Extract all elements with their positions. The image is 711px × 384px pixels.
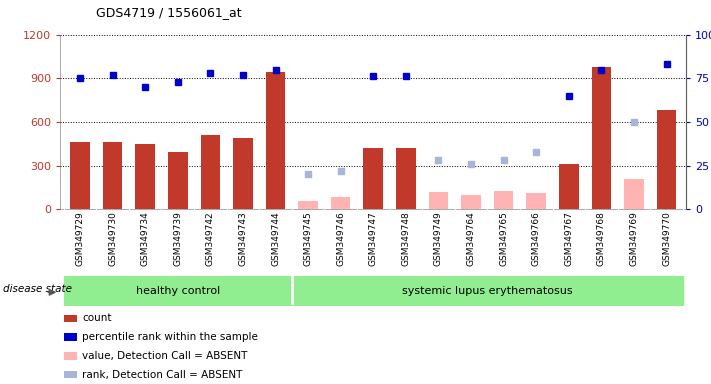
Bar xyxy=(103,142,122,209)
Text: GSM349764: GSM349764 xyxy=(466,211,476,266)
Text: disease state: disease state xyxy=(3,285,72,295)
Text: GSM349742: GSM349742 xyxy=(206,211,215,266)
Bar xyxy=(168,152,188,209)
Text: GSM349749: GSM349749 xyxy=(434,211,443,266)
Bar xyxy=(266,73,285,209)
Bar xyxy=(657,110,676,209)
Text: GSM349730: GSM349730 xyxy=(108,211,117,266)
Bar xyxy=(63,352,77,360)
Bar xyxy=(299,201,318,209)
Text: healthy control: healthy control xyxy=(136,286,220,296)
Text: GSM349744: GSM349744 xyxy=(271,211,280,266)
Bar xyxy=(592,66,611,209)
Text: GSM349746: GSM349746 xyxy=(336,211,345,266)
Bar xyxy=(63,333,77,341)
Bar xyxy=(559,164,579,209)
Bar xyxy=(526,192,546,209)
Text: value, Detection Call = ABSENT: value, Detection Call = ABSENT xyxy=(82,351,247,361)
Bar xyxy=(494,191,513,209)
Bar xyxy=(135,144,155,209)
Text: GSM349767: GSM349767 xyxy=(565,211,573,266)
Text: GSM349768: GSM349768 xyxy=(597,211,606,266)
Bar xyxy=(331,197,351,209)
Text: GSM349765: GSM349765 xyxy=(499,211,508,266)
Text: GSM349745: GSM349745 xyxy=(304,211,313,266)
Text: GSM349747: GSM349747 xyxy=(369,211,378,266)
Bar xyxy=(624,179,643,209)
Bar xyxy=(396,148,416,209)
Bar xyxy=(201,135,220,209)
Text: systemic lupus erythematosus: systemic lupus erythematosus xyxy=(402,286,572,296)
Text: rank, Detection Call = ABSENT: rank, Detection Call = ABSENT xyxy=(82,370,242,380)
Text: GDS4719 / 1556061_at: GDS4719 / 1556061_at xyxy=(96,6,242,19)
Bar xyxy=(63,371,77,378)
Text: GSM349770: GSM349770 xyxy=(662,211,671,266)
Bar xyxy=(461,195,481,209)
Text: count: count xyxy=(82,313,112,323)
Text: GSM349769: GSM349769 xyxy=(629,211,638,266)
Bar xyxy=(70,142,90,209)
Text: GSM349734: GSM349734 xyxy=(141,211,149,266)
Text: GSM349748: GSM349748 xyxy=(402,211,410,266)
Bar xyxy=(233,138,252,209)
Bar xyxy=(429,192,448,209)
Bar xyxy=(63,315,77,322)
Text: GSM349743: GSM349743 xyxy=(238,211,247,266)
Text: GSM349729: GSM349729 xyxy=(75,211,85,266)
Bar xyxy=(363,148,383,209)
Text: GSM349766: GSM349766 xyxy=(532,211,540,266)
Text: GSM349739: GSM349739 xyxy=(173,211,182,266)
Text: percentile rank within the sample: percentile rank within the sample xyxy=(82,332,258,342)
